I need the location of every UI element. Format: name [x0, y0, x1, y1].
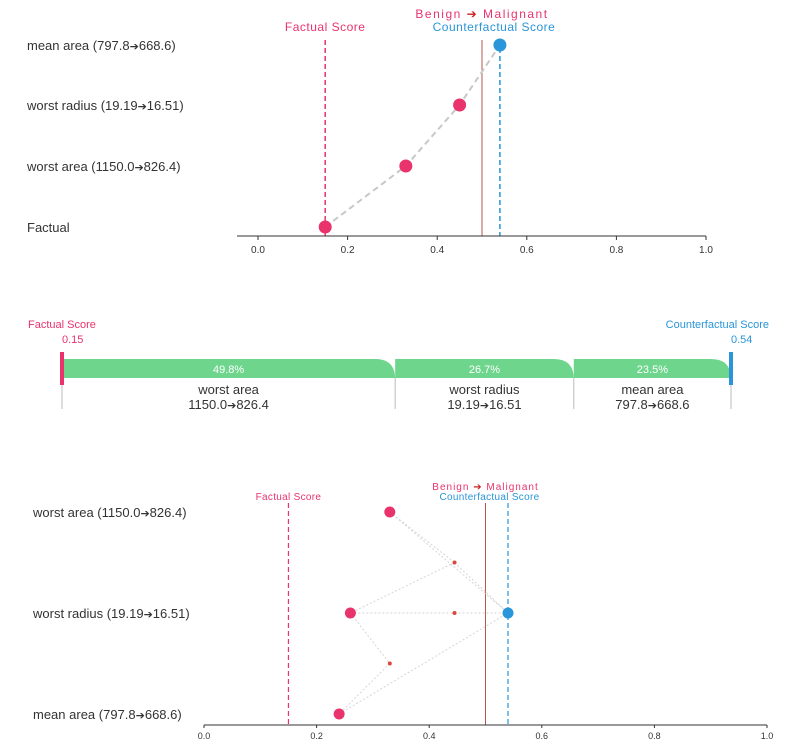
counterfactual-point [502, 607, 514, 619]
path-point [399, 159, 413, 173]
row-label-target: 16.51) [153, 606, 190, 621]
path-connector [338, 612, 509, 715]
path-point [344, 607, 356, 619]
row-label-text: mean area (797.8 [33, 707, 136, 722]
factual-score-label: Factual Score [28, 319, 96, 331]
row-label-target: 668.6) [139, 38, 176, 53]
segment-feature-name: mean area [621, 382, 684, 397]
factual-score-value: 0.15 [62, 334, 83, 346]
row-label-target: 826.4) [150, 505, 187, 520]
counterfactual-point [493, 38, 507, 52]
segment-from: 797.8 [615, 397, 648, 412]
segment-percent: 26.7% [469, 364, 500, 376]
change-arrow-icon: ➔ [648, 400, 657, 412]
row-label-text: worst radius (19.19 [26, 98, 138, 113]
segment-from: 19.19 [447, 397, 480, 412]
row-label-target: 668.6) [145, 707, 182, 722]
x-tick-label: 0.8 [609, 245, 623, 256]
x-tick-label: 0.4 [430, 245, 444, 256]
change-arrow-icon: ➔ [480, 400, 489, 412]
x-tick-label: 1.0 [699, 245, 713, 256]
chart-2-contribution-bar: Factual Score 0.15 Counterfactual Score 0.5… [28, 319, 769, 412]
change-arrow-icon: ➔ [134, 162, 143, 174]
chart-1-path-plot: Factual Score Benign ➔ MalignantCounterfa… [26, 7, 713, 256]
segment-to: 16.51 [489, 397, 522, 412]
segment-to: 826.4 [236, 397, 269, 412]
segment-feature-change: 1150.0➔826.4 [188, 397, 269, 412]
x-tick-label: 0.2 [310, 731, 323, 741]
x-tick-label: 0.4 [423, 731, 436, 741]
counterfactual-score-value: 0.54 [731, 334, 752, 346]
change-arrow-icon: ➔ [144, 609, 153, 621]
row-label: worst radius (19.19➔16.51) [32, 606, 190, 621]
segment-feature-name: worst area [197, 382, 259, 397]
path-point [384, 506, 396, 518]
counterfactual-score-label: Counterfactual Score [433, 20, 556, 34]
chart-3-path-plot: Factual Score Benign ➔ MalignantCounterfa… [32, 482, 773, 741]
benign-malignant-label: Benign ➔ Malignant [415, 7, 548, 21]
segment-feature-change: 797.8➔668.6 [615, 397, 689, 412]
factual-score-marker [60, 352, 64, 385]
intermediate-point [452, 560, 457, 565]
segment-from: 1150.0 [188, 397, 227, 412]
malignant-label: Malignant [486, 482, 538, 493]
x-tick-label: 0.0 [198, 731, 211, 741]
segment-to: 668.6 [657, 397, 690, 412]
factual-score-label: Factual Score [256, 492, 322, 503]
x-tick-label: 0.8 [648, 731, 661, 741]
counterfactual-score-marker [729, 352, 733, 385]
change-arrow-icon: ➔ [140, 508, 149, 520]
benign-label: Benign [432, 482, 469, 493]
row-label-text: Factual [27, 220, 70, 235]
x-tick-label: 0.6 [520, 245, 534, 256]
row-label-text: worst area (1150.0 [26, 159, 134, 174]
segment-feature-name: worst radius [448, 382, 520, 397]
path-connector [350, 562, 455, 614]
benign-label: Benign [415, 7, 461, 21]
x-tick-label: 0.6 [536, 731, 549, 741]
benign-to-malignant-arrow-icon: ➔ [469, 482, 486, 493]
path-point [333, 708, 345, 720]
row-label-target: 826.4) [144, 159, 181, 174]
change-arrow-icon: ➔ [227, 400, 236, 412]
counterfactual-score-label: Counterfactual Score [440, 492, 540, 503]
counterfactual-score-label: Counterfactual Score [666, 319, 769, 331]
x-tick-label: 0.2 [341, 245, 355, 256]
row-label: worst radius (19.19➔16.51) [26, 98, 184, 113]
path-connector [389, 511, 455, 563]
change-arrow-icon: ➔ [130, 41, 139, 53]
row-label: Factual [27, 220, 70, 235]
x-tick-label: 1.0 [761, 731, 774, 741]
factual-point [318, 220, 332, 234]
change-arrow-icon: ➔ [136, 710, 145, 722]
x-tick-label: 0.0 [251, 245, 265, 256]
path-connector [389, 511, 509, 614]
benign-malignant-label: Benign ➔ Malignant [432, 482, 538, 493]
segment-feature-change: 19.19➔16.51 [447, 397, 521, 412]
row-label: mean area (797.8➔668.6) [27, 38, 176, 53]
segment-percent: 49.8% [213, 364, 244, 376]
row-label-text: worst area (1150.0 [32, 505, 140, 520]
contribution-segment [395, 359, 574, 379]
segment-percent: 23.5% [637, 364, 668, 376]
counterfactual-path [324, 44, 501, 228]
benign-to-malignant-arrow-icon: ➔ [462, 7, 483, 21]
row-label: worst area (1150.0➔826.4) [26, 159, 181, 174]
change-arrow-icon: ➔ [138, 101, 147, 113]
path-point [453, 98, 467, 112]
factual-score-label: Factual Score [285, 20, 366, 34]
row-label-target: 16.51) [147, 98, 184, 113]
path-connector [349, 612, 391, 664]
contribution-segment [62, 359, 396, 379]
row-label: worst area (1150.0➔826.4) [32, 505, 187, 520]
row-label-text: worst radius (19.19 [32, 606, 144, 621]
contribution-segment [573, 359, 731, 379]
malignant-label: Malignant [483, 7, 549, 21]
intermediate-point [387, 661, 392, 666]
intermediate-point [452, 611, 457, 615]
row-label-text: mean area (797.8 [27, 38, 130, 53]
row-label: mean area (797.8➔668.6) [33, 707, 182, 722]
path-connector [454, 562, 509, 614]
